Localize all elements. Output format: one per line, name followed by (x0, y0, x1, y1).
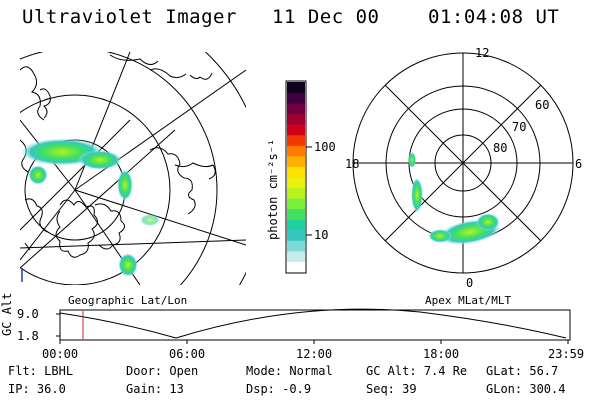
mlt-label-12: 12 (475, 46, 490, 60)
info-glat: GLat: 56.7 (486, 364, 559, 378)
mlt-label-0: 0 (466, 276, 474, 290)
lat-label-70: 70 (512, 120, 527, 134)
altitude-curve (59, 308, 567, 339)
colorbar-segment (287, 134, 305, 146)
info-dsp: Dsp: -0.9 (246, 382, 312, 396)
colorbar-segment (287, 145, 305, 157)
colorbar-segment (287, 240, 305, 252)
info-gain: Gain: 13 (126, 382, 184, 396)
mlt-label-6: 6 (575, 157, 583, 171)
info-door: Door: Open (126, 364, 199, 378)
timeline-frame (59, 309, 571, 341)
timeline-axis-label: GC Alt (0, 292, 14, 336)
colorbar-segment (287, 261, 305, 273)
timeline-xtick-2359: 23:59 (548, 347, 585, 361)
colorbar-segment (287, 250, 305, 262)
colorbar-gradient (287, 82, 305, 273)
info-ip: IP: 36.0 (8, 382, 66, 396)
colorbar-segment (287, 166, 305, 178)
colorbar-segment (287, 103, 305, 115)
timeline-ytick-1.8: 1.8 (17, 329, 39, 343)
colorbar-unit-label: photon cm⁻²s⁻¹ (266, 138, 280, 240)
info-gc-alt: GC Alt: 7.4 Re (366, 364, 468, 378)
polar-panel-caption: Apex MLat/MLT (425, 294, 512, 307)
colorbar-tick-10: 10 (314, 228, 329, 242)
colorbar-frame (285, 80, 307, 274)
colorbar-segment (287, 92, 305, 104)
timeline-ytick-9: 9.0 (17, 307, 39, 321)
colorbar-segment (287, 219, 305, 231)
info-mode: Mode: Normal (246, 364, 333, 378)
timeline-xtick-1800: 18:00 (423, 347, 460, 361)
colorbar-segment (287, 82, 305, 94)
timeline-xtick-0000: 00:00 (42, 347, 79, 361)
timeline-xtick-1200: 12:00 (296, 347, 333, 361)
colorbar-segment (287, 177, 305, 189)
mlt-label-18: 18 (345, 157, 360, 171)
colorbar-segment (287, 187, 305, 199)
timeline-xtick-0600: 06:00 (169, 347, 206, 361)
info-flt: Flt: LBHL (8, 364, 74, 378)
geo-panel-caption: Geographic Lat/Lon (68, 294, 188, 307)
colorbar-segment (287, 113, 305, 125)
colorbar-segment (287, 208, 305, 220)
time-label: 01:04:08 UT (428, 6, 560, 28)
info-glon: GLon: 300.4 (486, 382, 566, 396)
colorbar-segment (287, 229, 305, 241)
instrument-title: Ultraviolet Imager (22, 6, 237, 28)
colorbar-segment (287, 198, 305, 210)
info-seq: Seq: 39 (366, 382, 417, 396)
colorbar-segment (287, 124, 305, 136)
lat-label-60: 60 (535, 98, 550, 112)
colorbar-tick-100: 100 (314, 140, 336, 154)
date-label: 11 Dec 00 (272, 6, 380, 28)
lat-label-80: 80 (493, 141, 508, 155)
colorbar-segment (287, 155, 305, 167)
